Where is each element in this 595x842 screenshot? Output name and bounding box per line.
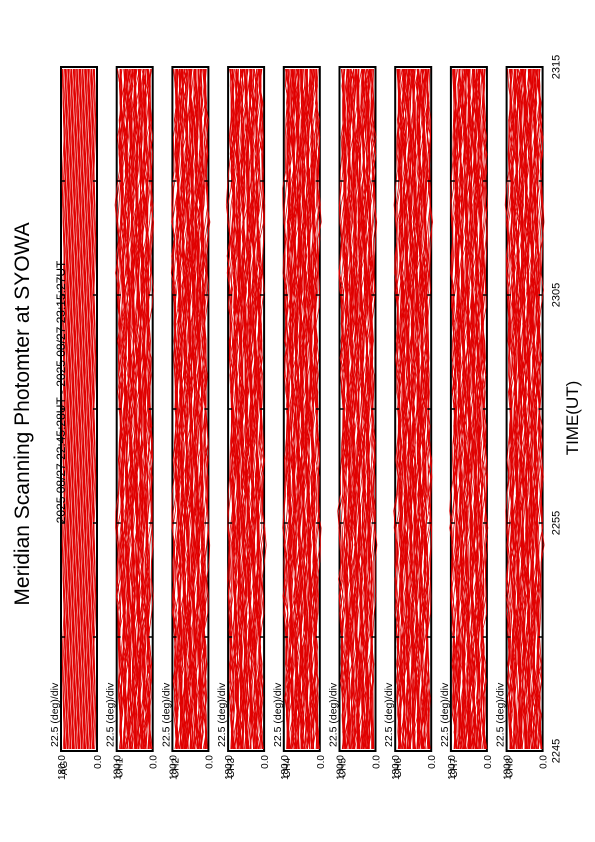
scan-trace [76, 69, 80, 750]
scan-trace [471, 68, 480, 750]
scan-trace [397, 68, 407, 750]
scan-trace [65, 68, 68, 750]
channel-label: CH6 [393, 758, 404, 778]
y-tick-label: 0.0 [539, 755, 550, 769]
scale-label: 22.5 (deg)/div [49, 682, 61, 747]
scan-trace [87, 68, 91, 750]
scan-trace [73, 68, 77, 750]
scan-trace [67, 68, 71, 750]
y-tick-label: 180.0 [280, 755, 291, 780]
scan-trace [348, 68, 355, 750]
channel-label: CH7 [449, 758, 460, 778]
y-tick-label: 0.0 [427, 755, 438, 769]
scale-label: 22.5 (deg)/div [160, 682, 172, 747]
scan-trace [531, 68, 540, 750]
channel-label: CH5 [338, 758, 349, 778]
scan-trace [357, 68, 366, 750]
scan-trace [515, 68, 524, 750]
scan-trace [345, 68, 354, 750]
scan-trace [127, 68, 135, 750]
scale-label: 22.5 (deg)/div [439, 682, 451, 747]
scan-trace [177, 68, 185, 750]
x-tick-label: 2305 [551, 283, 563, 307]
x-axis-label: TIME(UT) [563, 381, 582, 456]
y-tick-label: 180.0 [447, 755, 458, 780]
y-tick-label: 0.0 [204, 755, 215, 769]
scan-trace [84, 68, 88, 750]
y-tick-label: 180.0 [57, 755, 68, 780]
scan-trace [458, 68, 467, 750]
scale-label: 22.5 (deg)/div [272, 682, 284, 747]
scan-trace [73, 68, 77, 750]
scan-trace [516, 68, 525, 750]
scan-trace [369, 68, 378, 750]
scan-trace [425, 68, 433, 750]
y-tick-label: 0.0 [149, 755, 160, 769]
x-tick-label: 2245 [551, 739, 563, 763]
y-tick-label: 180.0 [336, 755, 347, 780]
scan-trace [75, 68, 79, 750]
scan-trace [119, 68, 128, 750]
page-title: Meridian Scanning Photomter at SYOWA [11, 222, 34, 605]
scan-trace [70, 68, 74, 750]
scale-label: 22.5 (deg)/div [383, 682, 395, 747]
scan-trace [87, 68, 91, 750]
scale-label: 22.5 (deg)/div [495, 682, 507, 747]
y-tick-label: 0.0 [260, 755, 271, 769]
scale-label: 22.5 (deg)/div [105, 682, 117, 747]
scan-trace [124, 68, 133, 750]
y-tick-label: 180.0 [113, 755, 124, 780]
channel-label: CH3 [226, 758, 237, 778]
scan-trace [412, 68, 420, 750]
channel-label: CH1 [115, 758, 126, 778]
channel-label: CH4 [282, 758, 293, 778]
y-tick-label: 0.0 [483, 755, 494, 769]
scale-label: 22.5 (deg)/div [328, 682, 340, 747]
scan-trace [517, 68, 525, 750]
scan-trace [81, 68, 85, 750]
y-tick-label: 0.0 [372, 755, 383, 769]
scan-trace [123, 68, 133, 750]
y-tick-label: 180.0 [391, 755, 402, 780]
y-tick-label: 0.0 [93, 755, 104, 769]
scan-trace [238, 68, 247, 750]
time-range-label: 2025 08/27 22:45:28UT - 2025 08/27 23:15… [54, 260, 68, 523]
scan-trace [470, 68, 479, 750]
scan-trace [90, 68, 94, 750]
y-tick-label: 0.0 [316, 755, 327, 769]
y-tick-label: 180.0 [224, 755, 235, 780]
channel-label: CH8 [505, 758, 516, 778]
y-tick-label: 180.0 [168, 755, 179, 780]
scan-trace [418, 68, 427, 750]
channel-label: CH2 [170, 758, 181, 778]
scan-trace [138, 68, 147, 750]
scan-trace [451, 68, 460, 750]
scan-trace [67, 68, 71, 750]
scan-trace [64, 68, 68, 750]
x-tick-label: 2255 [551, 511, 563, 535]
y-tick-label: 180.0 [503, 755, 514, 780]
scan-trace [400, 68, 410, 750]
x-tick-label: 2315 [551, 55, 563, 79]
scan-trace [146, 68, 155, 750]
channel-label: AG [59, 761, 70, 776]
scale-label: 22.5 (deg)/div [216, 682, 228, 747]
scan-trace [420, 68, 429, 750]
scan-trace [300, 68, 309, 750]
scan-trace [79, 68, 83, 750]
scan-trace [405, 68, 414, 750]
scan-trace [85, 68, 88, 750]
